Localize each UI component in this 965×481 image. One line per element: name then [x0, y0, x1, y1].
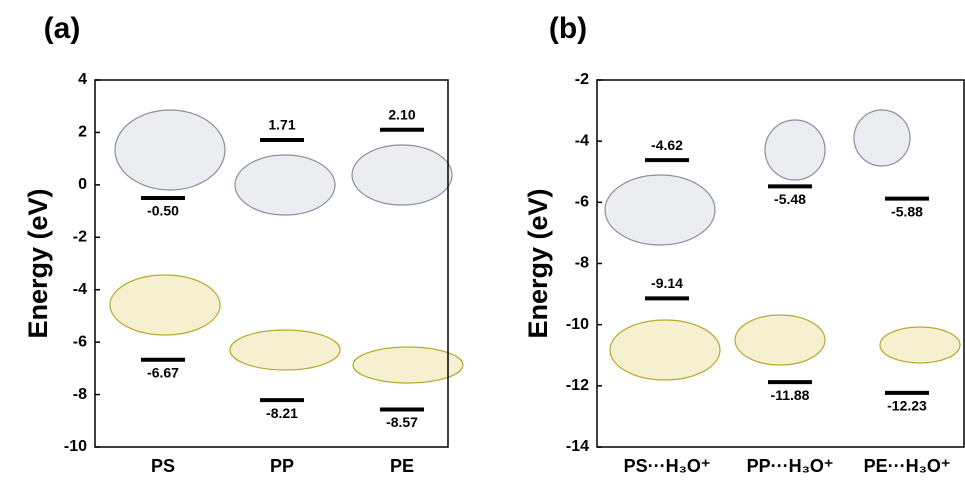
- y-tick-label: -6: [73, 333, 87, 350]
- y-axis-label: Energy (eV): [523, 188, 553, 338]
- y-tick-label: -10: [64, 438, 87, 455]
- y-tick-label: 4: [78, 71, 87, 88]
- y-tick-label: -14: [566, 438, 589, 455]
- level-label: 2.10: [388, 107, 415, 123]
- y-tick-label: -8: [575, 255, 589, 272]
- level-label: -9.14: [651, 275, 683, 291]
- level-label: -4.62: [651, 137, 683, 153]
- y-axis-label: Energy (eV): [23, 188, 53, 338]
- level-label: -12.23: [887, 398, 927, 414]
- level-label: -5.88: [891, 203, 923, 219]
- level-label: -0.50: [147, 203, 179, 219]
- level-label: -11.88: [771, 387, 810, 403]
- level-label: -8.21: [266, 405, 298, 421]
- y-tick-label: -4: [575, 132, 589, 149]
- figure: (a) Energy (eV) -10 -8 -6 -4 -2 0 2 4 PS PP PE -0.50 1…: [0, 0, 965, 481]
- level-label: 1.71: [268, 117, 295, 133]
- level-label: -5.48: [774, 191, 806, 207]
- y-tick-label: -2: [575, 71, 589, 88]
- y-tick-label: -8: [73, 386, 87, 403]
- y-tick-label: 2: [78, 124, 87, 141]
- x-tick-label: PS···H₃O⁺: [624, 456, 711, 476]
- x-tick-label: PS: [151, 456, 175, 476]
- x-tick-label: PE···H₃O⁺: [864, 456, 951, 476]
- y-tick-label: -12: [566, 377, 589, 394]
- y-tick-label: -6: [575, 194, 589, 211]
- level-label: -8.57: [386, 414, 418, 430]
- x-tick-label: PP···H₃O⁺: [747, 456, 834, 476]
- panel-title: (a): [44, 12, 81, 45]
- x-tick-label: PE: [390, 456, 414, 476]
- y-tick-label: -10: [566, 316, 589, 333]
- level-label: -6.67: [147, 364, 179, 380]
- x-tick-label: PP: [270, 456, 294, 476]
- y-tick-label: -4: [73, 281, 87, 298]
- panel-title: (b): [549, 12, 587, 45]
- y-tick-label: -2: [73, 229, 87, 246]
- y-tick-label: 0: [78, 176, 87, 193]
